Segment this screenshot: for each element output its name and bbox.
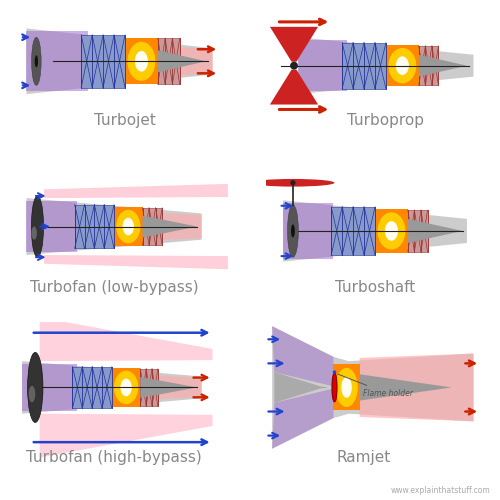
Polygon shape: [283, 200, 467, 262]
Ellipse shape: [135, 51, 148, 72]
Ellipse shape: [32, 226, 37, 239]
Polygon shape: [140, 377, 197, 398]
Polygon shape: [360, 374, 452, 400]
Ellipse shape: [114, 370, 138, 404]
Text: Turboshaft: Turboshaft: [335, 280, 415, 295]
Circle shape: [333, 370, 336, 374]
Ellipse shape: [116, 210, 140, 244]
Ellipse shape: [122, 218, 134, 236]
Polygon shape: [140, 46, 212, 76]
Ellipse shape: [28, 386, 35, 402]
Bar: [112, 368, 140, 407]
Ellipse shape: [388, 48, 416, 84]
Text: Ramjet: Ramjet: [337, 450, 391, 465]
Polygon shape: [136, 212, 202, 241]
Bar: [334, 364, 359, 410]
Polygon shape: [40, 318, 212, 361]
Bar: [331, 207, 375, 255]
Polygon shape: [22, 364, 77, 411]
Ellipse shape: [120, 378, 132, 396]
Polygon shape: [26, 31, 88, 92]
Polygon shape: [26, 198, 202, 255]
Ellipse shape: [32, 196, 44, 257]
Ellipse shape: [378, 212, 406, 250]
Text: Turboprop: Turboprop: [348, 113, 424, 128]
Text: Turbofan (high-bypass): Turbofan (high-bypass): [26, 450, 202, 465]
Bar: [142, 208, 162, 245]
Bar: [408, 210, 428, 252]
Polygon shape: [127, 374, 202, 400]
Polygon shape: [40, 414, 212, 458]
Polygon shape: [22, 361, 202, 414]
Ellipse shape: [332, 373, 337, 402]
Text: www.explainthatstuff.com: www.explainthatstuff.com: [390, 486, 490, 495]
Ellipse shape: [32, 37, 41, 86]
Ellipse shape: [336, 368, 357, 407]
Bar: [158, 38, 180, 84]
Ellipse shape: [28, 352, 43, 422]
Polygon shape: [283, 204, 334, 258]
Polygon shape: [298, 37, 474, 94]
Text: Turbofan (low-bypass): Turbofan (low-bypass): [30, 280, 198, 295]
Bar: [125, 38, 158, 84]
Polygon shape: [419, 54, 467, 76]
Polygon shape: [142, 216, 197, 238]
Bar: [140, 369, 158, 406]
Bar: [342, 42, 386, 88]
Text: Turbojet: Turbojet: [94, 113, 156, 128]
Ellipse shape: [396, 56, 409, 75]
Polygon shape: [270, 27, 318, 62]
Bar: [114, 207, 142, 246]
Bar: [386, 45, 419, 86]
Bar: [81, 35, 125, 88]
Bar: [375, 209, 408, 253]
Circle shape: [290, 180, 296, 186]
Ellipse shape: [288, 204, 298, 257]
Polygon shape: [360, 354, 474, 422]
Ellipse shape: [385, 221, 398, 241]
Ellipse shape: [128, 42, 156, 81]
Polygon shape: [274, 372, 329, 403]
Polygon shape: [26, 28, 212, 94]
Polygon shape: [44, 255, 228, 269]
Circle shape: [290, 62, 298, 70]
Polygon shape: [272, 326, 334, 386]
Bar: [74, 204, 114, 248]
Bar: [419, 46, 438, 86]
Ellipse shape: [34, 56, 38, 68]
Polygon shape: [158, 50, 206, 72]
Bar: [72, 366, 112, 408]
Polygon shape: [298, 40, 346, 92]
Polygon shape: [26, 201, 77, 252]
Polygon shape: [408, 219, 463, 243]
Polygon shape: [272, 388, 334, 448]
Polygon shape: [270, 70, 318, 104]
Polygon shape: [44, 184, 228, 198]
Ellipse shape: [342, 377, 352, 398]
Text: Flame holder: Flame holder: [338, 374, 413, 398]
Ellipse shape: [291, 224, 295, 237]
Ellipse shape: [252, 179, 334, 186]
Polygon shape: [272, 326, 473, 448]
